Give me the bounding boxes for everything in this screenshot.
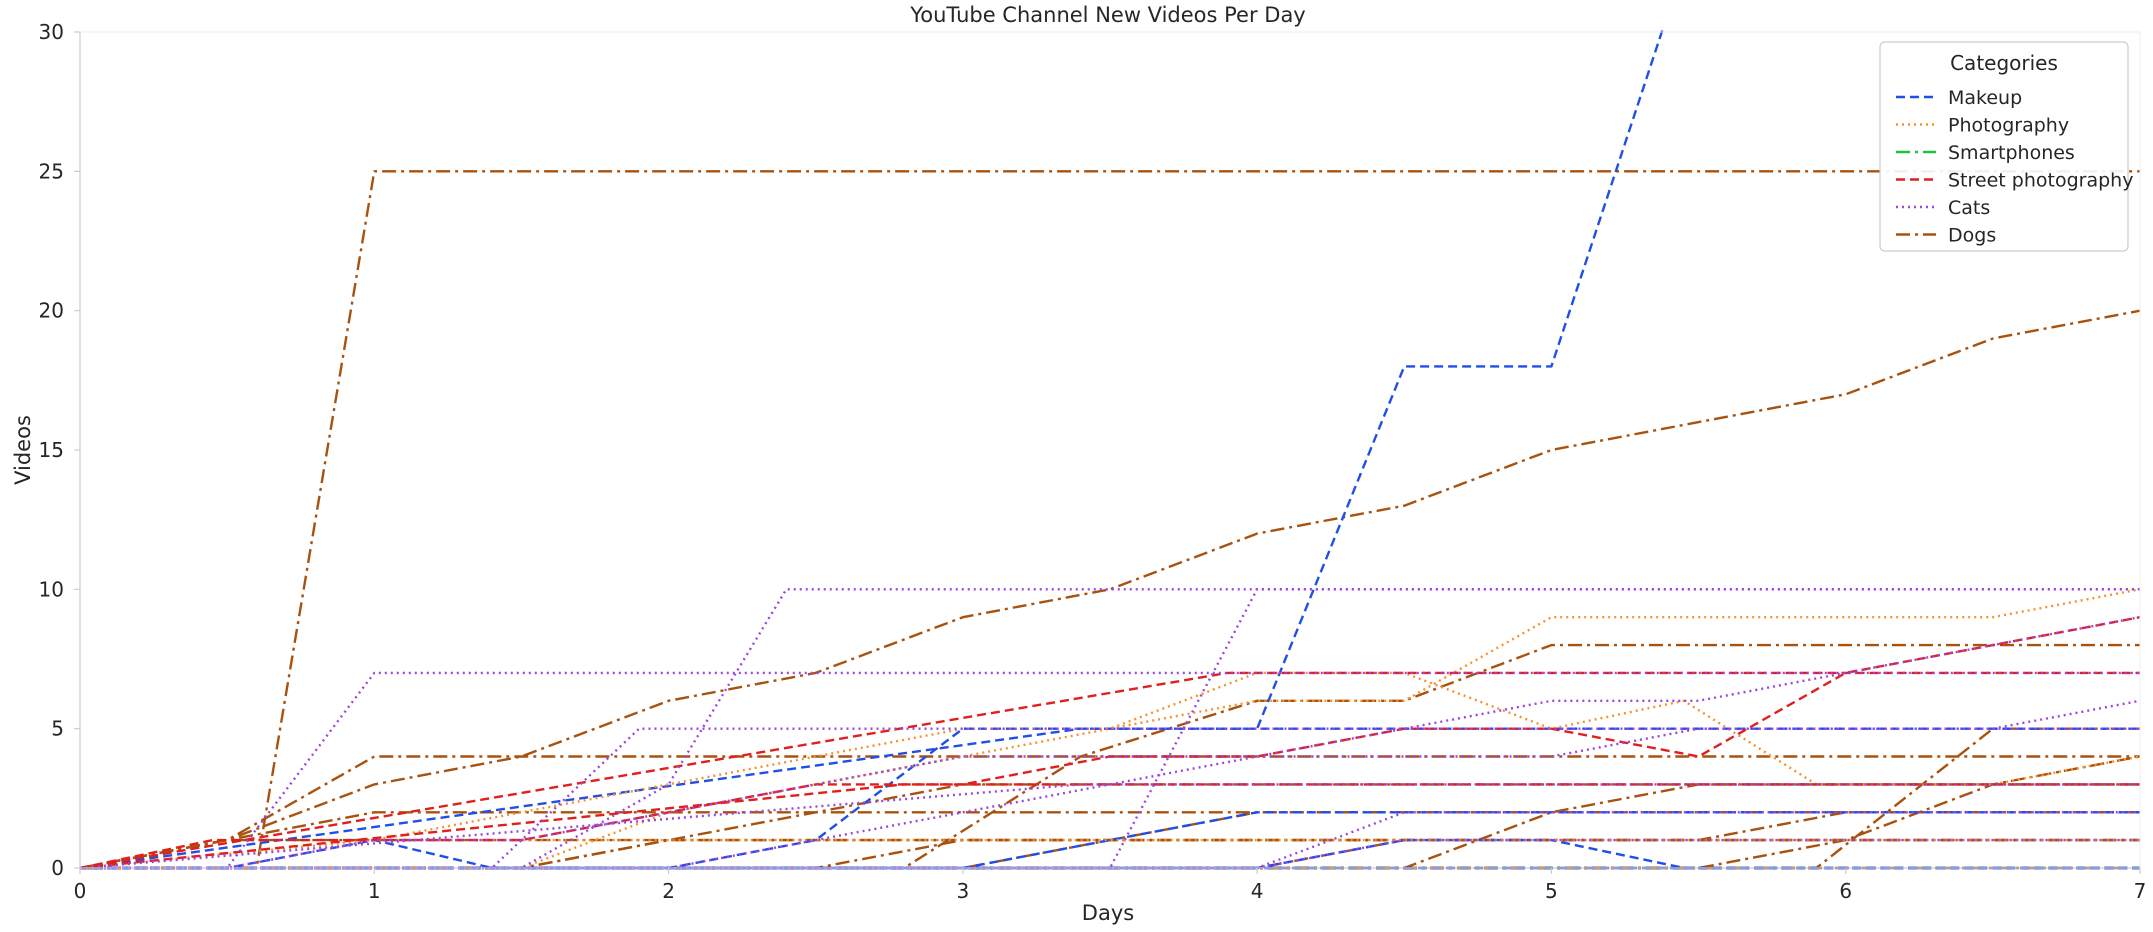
series-line-makeup	[80, 838, 2140, 870]
series-line-dogs	[80, 309, 2140, 870]
y-tick-label: 15	[39, 438, 64, 462]
series-line-dogs	[80, 838, 2140, 870]
x-axis-title: Days	[1082, 901, 1134, 925]
y-tick-label: 0	[51, 856, 64, 880]
x-tick-label: 0	[74, 879, 87, 903]
series-line-dogs	[80, 727, 2140, 870]
series-line-cats	[80, 783, 2140, 870]
y-tick-label: 30	[39, 20, 64, 44]
x-tick-label: 2	[662, 879, 675, 903]
x-tick-label: 6	[1839, 879, 1852, 903]
y-tick-label: 10	[39, 577, 64, 601]
y-tick-label: 20	[39, 299, 64, 323]
legend-label: Street photography	[1948, 170, 2133, 192]
legend-label: Photography	[1948, 115, 2069, 137]
x-tick-label: 3	[956, 879, 969, 903]
legend-label: Smartphones	[1948, 142, 2075, 164]
series-line-street-photography	[80, 616, 2140, 870]
series-line-cats	[80, 811, 2140, 870]
series-line-street-photography	[80, 671, 2140, 870]
series-line-cats	[80, 727, 2140, 870]
x-tick-label: 1	[368, 879, 381, 903]
legend-title: Categories	[1950, 51, 2058, 75]
x-tick-label: 5	[1545, 879, 1558, 903]
chart-title: YouTube Channel New Videos Per Day	[909, 3, 1306, 27]
axes: 0 1 2 3 4 5 6 7 0 5 10 15 20 25 30	[39, 20, 2147, 903]
series-line-makeup	[80, 727, 2140, 870]
series-line-dogs	[80, 170, 2140, 870]
series-line-dogs	[80, 783, 2140, 870]
legend-label: Makeup	[1948, 87, 2022, 109]
series-line-dogs	[80, 838, 2140, 870]
x-tick-label: 4	[1251, 879, 1264, 903]
legend-box	[1879, 41, 2129, 252]
plot-area	[80, 30, 2140, 870]
series-line-makeup	[80, 30, 1664, 870]
series-line-street-photography	[80, 783, 2140, 870]
y-tick-label: 5	[51, 717, 64, 741]
series-line-cats	[80, 699, 2140, 870]
legend-label: Dogs	[1948, 225, 1996, 247]
series-line-cats	[80, 671, 2140, 870]
x-tick-label: 7	[2134, 879, 2147, 903]
series-line-cats	[80, 616, 2140, 870]
y-axis-title: Videos	[11, 415, 35, 485]
legend: Categories Makeup Photography Smartphones St…	[1879, 41, 2133, 252]
series-line-photography	[80, 671, 2140, 870]
legend-label: Cats	[1948, 197, 1990, 219]
y-tick-label: 25	[39, 159, 64, 183]
